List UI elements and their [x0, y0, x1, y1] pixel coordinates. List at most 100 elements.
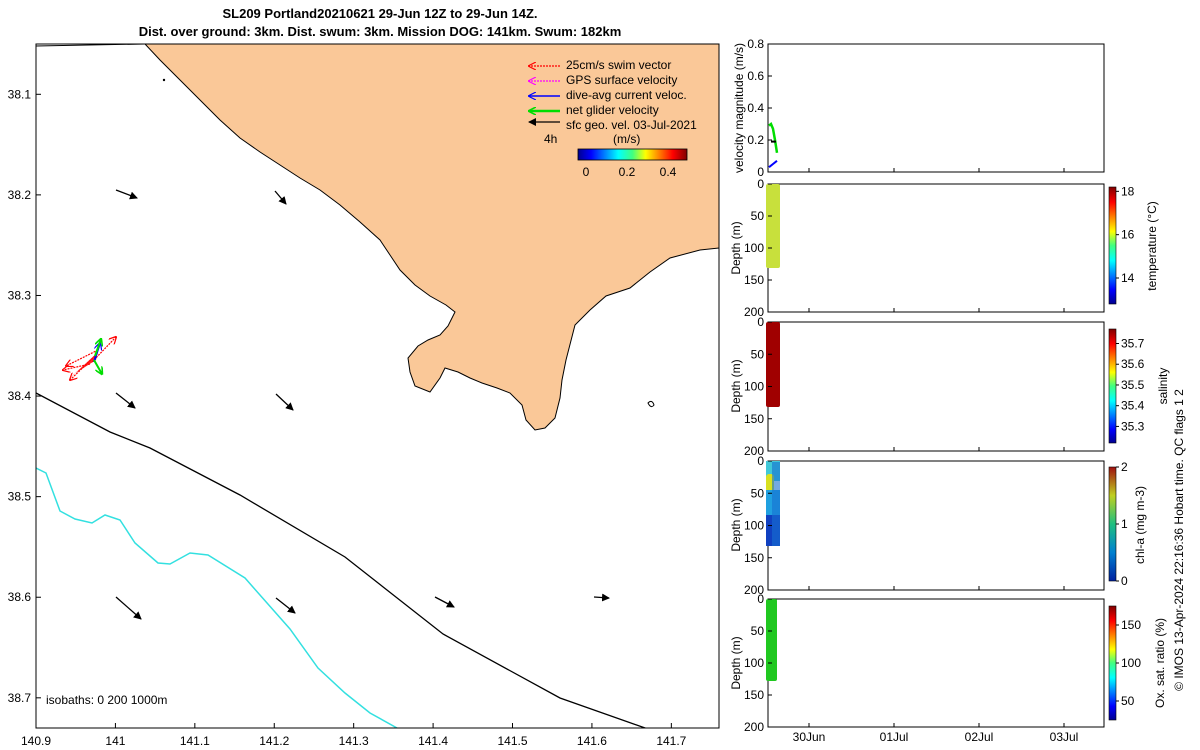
velocity-y-tick-label: 0 [757, 165, 764, 179]
sfc-geo-vector [115, 189, 138, 200]
salinity-profile [766, 322, 780, 407]
depth-tick-label: 200 [744, 444, 764, 458]
isobath-label: isobaths: 0 200 1000m [46, 693, 167, 707]
legend-swim-vector-label: 25cm/s swim vector [566, 58, 671, 72]
depth-tick-label: 50 [751, 624, 765, 638]
rock-marker [162, 78, 166, 82]
time-tick-label: 03Jul [1050, 730, 1079, 744]
velocity-y-label: velocity magnitude (m/s) [732, 43, 746, 173]
temperature-frame [767, 183, 1105, 313]
chlorophyll-frame [767, 460, 1105, 591]
map-panel: 140.9 141 141.1 141.2 141.3 141.4 141.5 141.6 14… [8, 43, 720, 748]
sfc-geo-vector [275, 393, 294, 411]
sfc-geo-vector [593, 593, 610, 602]
legend-net-glider-label: net glider velocity [566, 103, 659, 117]
colorbar-tick-label: 50 [1121, 694, 1135, 708]
time-tick-label: 30Jun [793, 730, 826, 744]
velocity-y-tick-label: 0.6 [747, 69, 764, 83]
map-x-tick-label: 141 [105, 734, 125, 748]
velocity-y-tick-label: 0.8 [747, 37, 764, 51]
swim-vector [91, 337, 116, 363]
colorbar-tick-label: 35.6 [1121, 357, 1145, 371]
legend-colorbar-tick: 0 [583, 165, 590, 179]
oxygen-y-label: Depth (m) [729, 636, 743, 689]
map-y-tick-label: 38.2 [8, 188, 32, 202]
profile-ticks: 05010015020014161805010015020035.335.435… [744, 177, 1145, 734]
map-x-tick-label: 141.7 [656, 734, 686, 748]
sfc-geo-vector [274, 190, 287, 205]
sfc-geo-vector [275, 597, 296, 614]
map-y-tick-label: 38.7 [8, 691, 32, 705]
isobath-1000m [36, 467, 398, 728]
legend-colorbar-tick: 0.2 [619, 165, 636, 179]
chl-profile-edge [772, 462, 780, 546]
time-tick-label: 02Jul [965, 730, 994, 744]
depth-tick-label: 0 [757, 454, 764, 468]
profile-panels: Depth (m) Depth (m) Depth (m) Depth (m) … [729, 168, 1170, 744]
island-marker [647, 400, 655, 408]
depth-tick-label: 150 [744, 273, 764, 287]
depth-tick-label: 100 [744, 380, 764, 394]
sfc-geo-vector [115, 596, 142, 620]
colorbar-tick-label: 2 [1121, 460, 1128, 474]
legend-colorbar [577, 148, 688, 161]
map-x-tick-label: 141.5 [497, 734, 527, 748]
velocity-series-line [768, 121, 779, 153]
chlorophyll-profile [766, 461, 780, 546]
depth-tick-label: 150 [744, 551, 764, 565]
colorbar-tick-label: 18 [1121, 184, 1135, 198]
colorbar-tick-label: 1 [1121, 517, 1128, 531]
chlorophyll-y-label: Depth (m) [729, 498, 743, 551]
map-x-tick-label: 141.6 [577, 734, 607, 748]
legend-colorbar-unit: (m/s) [613, 132, 640, 146]
depth-tick-label: 150 [744, 688, 764, 702]
map-y-tick-label: 38.4 [8, 389, 32, 403]
map-x-tick-label: 141.1 [180, 734, 210, 748]
legend-sfc-geo-label: sfc geo. vel. 03-Jul-2021 [566, 118, 697, 132]
chlorophyll-colorbar [1108, 466, 1117, 582]
map-y-tick-label: 38.6 [8, 590, 32, 604]
velocity-frame [767, 43, 1105, 173]
depth-tick-label: 0 [757, 592, 764, 606]
legend-time-step: 4h [544, 132, 557, 146]
legend-colorbar-tick: 0.4 [660, 165, 677, 179]
sfc-geo-vector [434, 596, 455, 608]
colorbar-tick-label: 35.3 [1121, 419, 1145, 433]
oxygen-colorbar [1108, 605, 1117, 721]
velocity-y-axis: 0 0.2 0.4 0.6 0.8 [747, 37, 772, 179]
swim-vector [70, 355, 96, 380]
depth-tick-label: 200 [744, 720, 764, 734]
colorbar-tick-label: 14 [1121, 271, 1135, 285]
velocity-y-tick-label: 0.4 [747, 101, 764, 115]
time-axis: 30Jun 01Jul 02Jul 03Jul [793, 168, 1079, 744]
oxygen-profile [766, 599, 777, 681]
legend-dive-avg-label: dive-avg current veloc. [566, 88, 687, 102]
depth-tick-label: 150 [744, 412, 764, 426]
chlorophyll-colorbar-label: chl-a (mg m-3) [1133, 486, 1147, 564]
depth-tick-label: 100 [744, 656, 764, 670]
credit-text: © IMOS 13-Apr-2024 22:16:36 Hobart time.… [1172, 389, 1186, 691]
map-y-tick-label: 38.5 [8, 490, 32, 504]
velocity-panel: 0 0.2 0.4 0.6 0.8 velocity magnitude (m/s) [732, 37, 1105, 179]
chart-title-line-1: SL209 Portland20210621 29-Jun 12Z to 29-… [222, 6, 538, 21]
chart-title-line-2: Dist. over ground: 3km. Dist. swum: 3km.… [138, 24, 622, 39]
depth-tick-label: 50 [751, 486, 765, 500]
colorbar-tick-label: 35.4 [1121, 399, 1145, 413]
colorbar-tick-label: 100 [1121, 656, 1141, 670]
map-legend: 25cm/s swim vector GPS surface velocity … [528, 58, 697, 179]
depth-tick-label: 200 [744, 305, 764, 319]
map-y-tick-label: 38.3 [8, 288, 32, 302]
oxygen-colorbar-label: Ox. sat. ratio (%) [1153, 618, 1167, 708]
map-frame [35, 43, 720, 729]
net-glider-vector [93, 359, 102, 374]
map-x-axis: 140.9 141 141.1 141.2 141.3 141.4 141.5 141.6 14… [21, 723, 687, 748]
colorbar-tick-label: 35.7 [1121, 337, 1145, 351]
map-x-tick-label: 141.4 [418, 734, 448, 748]
salinity-frame [767, 321, 1105, 452]
swim-vector [63, 363, 91, 370]
sfc-geo-vectors [115, 189, 610, 620]
map-y-axis: 38.1 38.2 38.3 38.4 38.5 38.6 38.7 [8, 87, 41, 705]
sfc-geo-vector [115, 392, 136, 409]
salinity-y-label: Depth (m) [729, 359, 743, 412]
